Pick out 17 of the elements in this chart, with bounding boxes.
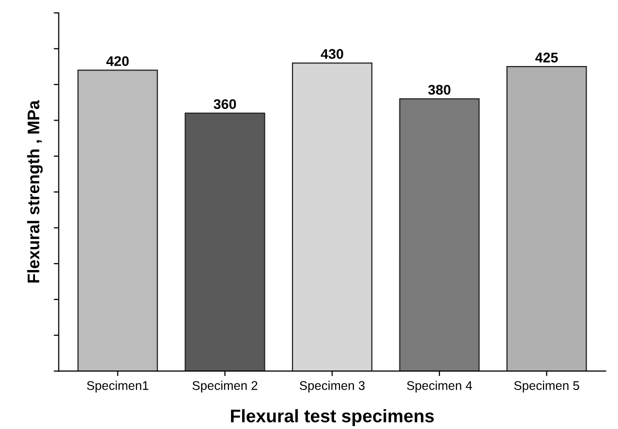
bar (399, 98, 480, 372)
bar (506, 66, 587, 372)
x-tick-label: Specimen 3 (300, 380, 365, 392)
x-tick-label: Specimen 2 (192, 380, 258, 392)
bar (292, 62, 372, 372)
x-tick-label: Specimen 5 (514, 380, 580, 392)
x-axis-title: Flexural test specimens (231, 409, 434, 426)
data-label: 430 (320, 49, 344, 59)
data-label: 420 (106, 56, 129, 66)
data-label: 425 (535, 52, 558, 62)
data-label: 360 (214, 99, 236, 110)
bar (77, 70, 158, 372)
y-axis-title: Flexural strength , MPa (27, 100, 43, 283)
bar (184, 112, 266, 372)
x-tick-label: Specimen1 (86, 380, 148, 392)
x-tick-label: Specimen 4 (406, 380, 472, 392)
data-label: 380 (428, 84, 450, 95)
